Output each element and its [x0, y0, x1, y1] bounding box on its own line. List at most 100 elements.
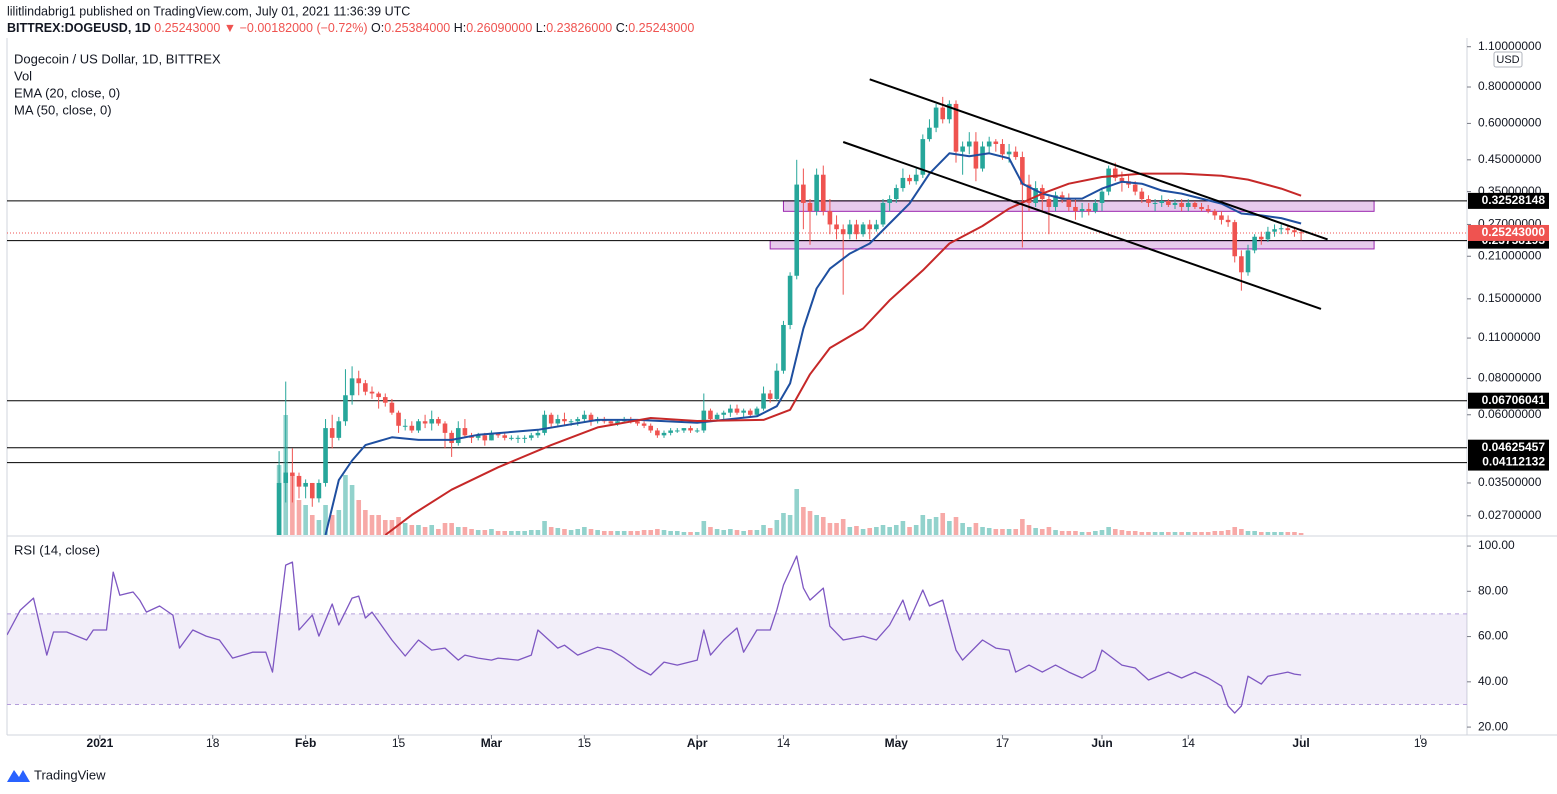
- volume-bar: [913, 525, 919, 535]
- candle-body: [303, 482, 308, 487]
- volume-bar: [402, 523, 408, 535]
- volume-bar: [801, 507, 806, 535]
- volume-bar: [528, 530, 534, 535]
- candle-body: [1073, 206, 1078, 212]
- candle-body: [741, 410, 746, 413]
- volume-bar: [701, 521, 707, 535]
- volume-bar: [940, 513, 946, 535]
- level-label-box: [1468, 439, 1549, 456]
- volume-bar: [767, 528, 773, 535]
- candle-body: [402, 425, 408, 427]
- candle-body: [376, 393, 381, 398]
- volume-bar: [867, 528, 873, 535]
- volume-bar: [336, 510, 342, 535]
- ohlc-value: 0.23826000: [546, 21, 612, 35]
- y-tick-label: 0.60000000: [1478, 116, 1542, 130]
- volume-bar: [535, 530, 541, 535]
- candle-body: [296, 475, 302, 487]
- volume-bar: [973, 523, 979, 535]
- volume-bar: [455, 527, 461, 535]
- x-tick-label: 17: [996, 736, 1010, 750]
- volume-bar: [1172, 532, 1178, 535]
- y-tick-label: 0.45000000: [1478, 152, 1542, 166]
- volume-bar: [303, 505, 308, 535]
- candle-body: [986, 141, 992, 147]
- ohlc-label: O:: [371, 21, 384, 35]
- volume-bar: [807, 511, 813, 535]
- candle-body: [834, 224, 839, 230]
- candle-body: [933, 107, 939, 128]
- candle-body: [1006, 151, 1012, 155]
- volume-bar: [1219, 531, 1224, 535]
- volume-bar: [515, 531, 521, 535]
- volume-bar: [860, 529, 866, 535]
- candle-body: [728, 408, 733, 413]
- volume-bar: [747, 530, 753, 535]
- volume-bar: [674, 531, 680, 535]
- indicator-line: [384, 172, 1302, 535]
- candle-body: [356, 378, 362, 384]
- price-pane: [7, 78, 1467, 535]
- trend-line: [842, 141, 1322, 310]
- candle-body: [363, 383, 368, 392]
- candle-body: [1219, 215, 1224, 220]
- candle-body: [668, 430, 673, 433]
- candle-body: [1239, 256, 1244, 273]
- candle-body: [940, 107, 946, 120]
- y-tick-label: 0.02700000: [1478, 508, 1542, 522]
- volume-bar: [595, 530, 600, 535]
- volume-bar: [834, 523, 839, 535]
- candle-body: [323, 428, 328, 483]
- volume-bar: [1146, 532, 1151, 535]
- candle-body: [661, 432, 667, 436]
- level-label: 0.04625457: [1482, 440, 1546, 454]
- volume-bar: [754, 530, 760, 535]
- volume-bar: [900, 521, 906, 535]
- volume-bar: [708, 527, 713, 535]
- candle-body: [522, 437, 527, 439]
- x-tick-label: Feb: [295, 736, 316, 750]
- change: ▼ −0.00182000 (−0.72%): [224, 21, 368, 35]
- volume-bar: [1139, 532, 1145, 535]
- candle-body: [276, 482, 282, 535]
- candle-body: [1053, 195, 1058, 207]
- candle-body: [442, 423, 448, 433]
- volume-bar: [933, 517, 939, 535]
- candle-body: [509, 437, 514, 439]
- y-tick-label: 80.00: [1478, 583, 1508, 597]
- candle-body: [329, 428, 335, 438]
- volume-bar: [1205, 532, 1211, 535]
- candle-body: [1192, 202, 1198, 207]
- candle-body: [309, 482, 315, 499]
- volume-bar: [947, 521, 952, 535]
- rsi-title: RSI (14, close): [14, 542, 100, 557]
- candle-body: [1119, 177, 1125, 182]
- candle-body: [1066, 199, 1072, 207]
- ohlc-value: 0.25384000: [384, 21, 450, 35]
- volume-bar: [655, 529, 660, 535]
- candle-body: [801, 184, 806, 203]
- y-tick-label: 0.06000000: [1478, 407, 1542, 421]
- chart-title: Dogecoin / US Dollar, 1D, BITTREX: [14, 51, 221, 66]
- volume-bar: [323, 505, 328, 535]
- volume-bar: [893, 525, 899, 535]
- axes: 1.10000000 0.80000000 0.60000000 0.45000000…: [87, 39, 1549, 750]
- candle-body: [1232, 222, 1238, 257]
- volume-bar: [688, 532, 693, 535]
- candle-body: [1139, 191, 1145, 200]
- volume-bar: [562, 529, 567, 535]
- volume-bar: [469, 529, 474, 535]
- volume-bar: [1212, 531, 1218, 535]
- volume-bar: [376, 515, 381, 535]
- volume-bar: [907, 527, 912, 535]
- x-tick-label: Apr: [687, 736, 708, 750]
- volume-bar: [436, 529, 441, 535]
- x-tick-label: Jul: [1292, 736, 1309, 750]
- volume-bar: [880, 525, 886, 535]
- x-tick-label: 19: [1414, 736, 1428, 750]
- y-tick-label: 20.00: [1478, 719, 1508, 733]
- volume-bar: [694, 532, 700, 535]
- volume-bar: [840, 519, 846, 535]
- y-tick-label: 0.03500000: [1478, 475, 1542, 489]
- volume-bar: [449, 523, 454, 535]
